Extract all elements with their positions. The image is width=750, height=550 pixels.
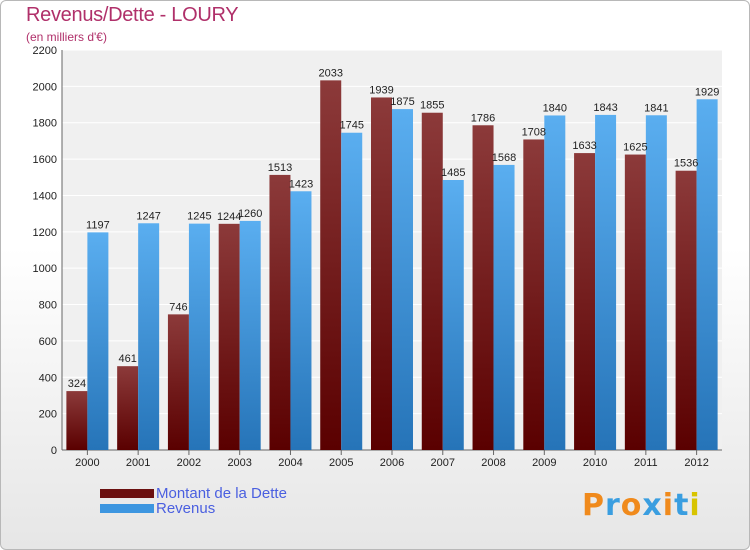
legend-item-revenue: Revenus [100, 501, 287, 516]
data-label-debt: 1786 [471, 112, 495, 124]
data-label-revenue: 1568 [492, 152, 516, 164]
bar-debt [218, 223, 240, 450]
data-label-revenue: 1745 [339, 120, 363, 132]
x-tick-label: 2012 [684, 457, 708, 469]
data-label-revenue: 1843 [593, 102, 617, 114]
x-tick-label: 2007 [431, 457, 455, 469]
bar-revenue [442, 180, 464, 450]
bar-revenue [696, 99, 718, 450]
x-tick-label: 2008 [481, 457, 505, 469]
bar-revenue [87, 232, 109, 450]
data-label-revenue: 1247 [136, 210, 160, 222]
bar-debt [675, 170, 697, 450]
logo-letter: r [605, 488, 621, 523]
data-label-debt: 324 [68, 378, 86, 390]
data-label-debt: 1244 [217, 211, 241, 223]
bar-chart: 0 200 400 600 800 1000 1200 1400 1600 1800 2000 220… [33, 45, 722, 469]
y-tick-label: 1000 [33, 263, 57, 275]
y-tick-label: 2000 [33, 81, 57, 93]
bar-revenue [595, 114, 617, 450]
y-tick-label: 2200 [33, 45, 57, 57]
data-label-revenue: 1840 [543, 102, 567, 114]
bar-revenue [493, 164, 515, 450]
data-label-debt: 1939 [369, 84, 393, 96]
data-label-revenue: 1260 [238, 208, 262, 220]
data-label-revenue: 1929 [695, 86, 719, 98]
x-tick-label: 2009 [532, 457, 556, 469]
legend-label-debt: Montant de la Dette [156, 485, 287, 502]
y-tick-label: 1400 [33, 190, 57, 202]
y-tick-label: 800 [39, 300, 57, 312]
bar-debt [472, 125, 494, 450]
data-label-debt: 461 [118, 353, 136, 365]
bar-debt [66, 391, 88, 450]
bar-debt [167, 314, 189, 450]
y-tick-label: 0 [51, 445, 57, 457]
bar-revenue [341, 132, 363, 450]
bar-revenue [290, 191, 312, 451]
legend-label-revenue: Revenus [156, 500, 216, 517]
y-tick-label: 1200 [33, 227, 57, 239]
data-label-debt: 1625 [623, 142, 647, 154]
legend-item-debt: Montant de la Dette [100, 486, 287, 501]
bar-debt [269, 174, 291, 450]
data-label-debt: 1633 [572, 140, 596, 152]
bar-debt [574, 153, 596, 450]
bar-debt [371, 97, 392, 451]
x-tick-label: 2011 [634, 457, 658, 469]
legend-swatch-debt [100, 489, 154, 498]
data-label-debt: 2033 [318, 67, 342, 79]
data-label-debt: 1536 [674, 158, 698, 170]
y-tick-label: 1800 [33, 118, 57, 130]
bar-debt [523, 139, 545, 451]
x-tick-label: 2010 [583, 457, 607, 469]
y-tick-label: 1600 [33, 154, 57, 166]
x-tick-label: 2001 [126, 457, 150, 469]
legend: Montant de la Dette Revenus [100, 486, 287, 516]
logo-letter: i [689, 488, 701, 523]
data-label-debt: 1708 [522, 126, 546, 138]
bar-debt [320, 80, 342, 450]
logo-letter: x [642, 488, 663, 523]
logo-letter: P [582, 488, 605, 523]
logo-letter: i [662, 488, 675, 523]
bar-debt [624, 154, 646, 450]
data-label-revenue: 1875 [390, 96, 414, 108]
bar-debt [117, 366, 139, 450]
x-tick-label: 2003 [227, 457, 251, 469]
chart-title: Revenus/Dette - LOURY [26, 4, 239, 26]
y-tick-label: 600 [39, 336, 57, 348]
x-tick-label: 2002 [177, 457, 201, 469]
data-label-revenue: 1197 [86, 219, 110, 231]
data-label-debt: 746 [169, 301, 187, 313]
y-tick-label: 400 [39, 372, 57, 384]
data-label-revenue: 1423 [289, 178, 313, 190]
bar-revenue [138, 223, 160, 450]
bar-revenue [544, 115, 566, 451]
bar-revenue [392, 109, 413, 450]
bar-revenue [188, 223, 210, 450]
x-tick-label: 2006 [380, 457, 404, 469]
chart-subtitle: (en milliers d'€) [26, 30, 107, 44]
data-label-revenue: 1245 [187, 211, 211, 223]
data-label-revenue: 1841 [644, 102, 668, 114]
bar-debt [421, 112, 443, 451]
proxiti-logo: Proxiti [582, 488, 701, 523]
bar-revenue [645, 115, 667, 450]
y-tick-label: 200 [39, 409, 57, 421]
x-tick-label: 2005 [329, 457, 353, 469]
data-label-debt: 1513 [268, 162, 292, 174]
data-label-revenue: 1485 [441, 167, 465, 179]
x-tick-label: 2000 [75, 457, 99, 469]
data-label-debt: 1855 [420, 100, 444, 112]
logo-letter: o [620, 488, 643, 523]
legend-swatch-revenue [100, 504, 154, 513]
x-tick-label: 2004 [278, 457, 302, 469]
logo-letter: t [674, 488, 690, 523]
bar-revenue [239, 220, 261, 450]
